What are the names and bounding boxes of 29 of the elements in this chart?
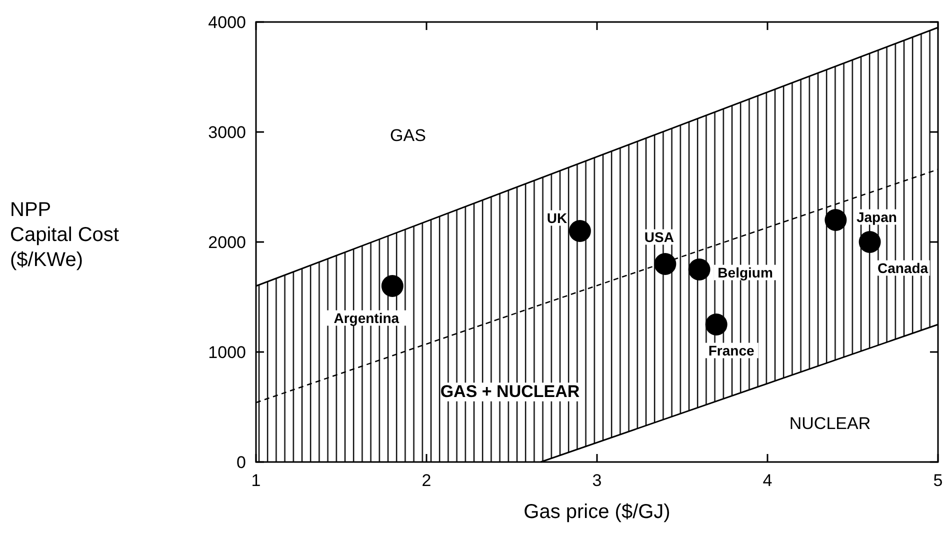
y-tick-label: 3000: [208, 123, 246, 142]
annotation: NUCLEAR: [789, 414, 871, 433]
annotation: Canada: [878, 260, 928, 276]
x-tick-label: 1: [251, 471, 261, 490]
y-tick-label: 1000: [208, 343, 246, 362]
x-axis-title: Gas price ($/GJ): [524, 501, 670, 523]
annotation: UK: [546, 210, 568, 226]
annotation: GAS: [390, 126, 426, 145]
y-tick-label: 2000: [208, 233, 246, 252]
x-tick-label: 3: [592, 471, 602, 490]
point: [654, 253, 676, 275]
annotation: Belgium: [718, 264, 773, 280]
point: [858, 231, 881, 253]
x-tick-label: 4: [762, 471, 772, 490]
point: [381, 275, 404, 297]
x-tick-label: 5: [933, 471, 943, 490]
y-tick-label: 4000: [208, 13, 246, 32]
annotation: Argentina: [334, 310, 400, 326]
annotation: Japan: [856, 209, 897, 225]
annotation: USA: [644, 229, 674, 245]
x-tick-label: 2: [422, 471, 432, 490]
point: [688, 258, 710, 280]
y-axis-title: NPP Capital Cost ($/KWe): [10, 199, 120, 271]
annotation: GAS + NUCLEAR: [440, 382, 580, 401]
point: [824, 209, 847, 231]
annotation: France: [708, 342, 755, 358]
y-tick-label: 0: [236, 453, 246, 472]
point: [705, 314, 728, 336]
point: [568, 220, 591, 242]
